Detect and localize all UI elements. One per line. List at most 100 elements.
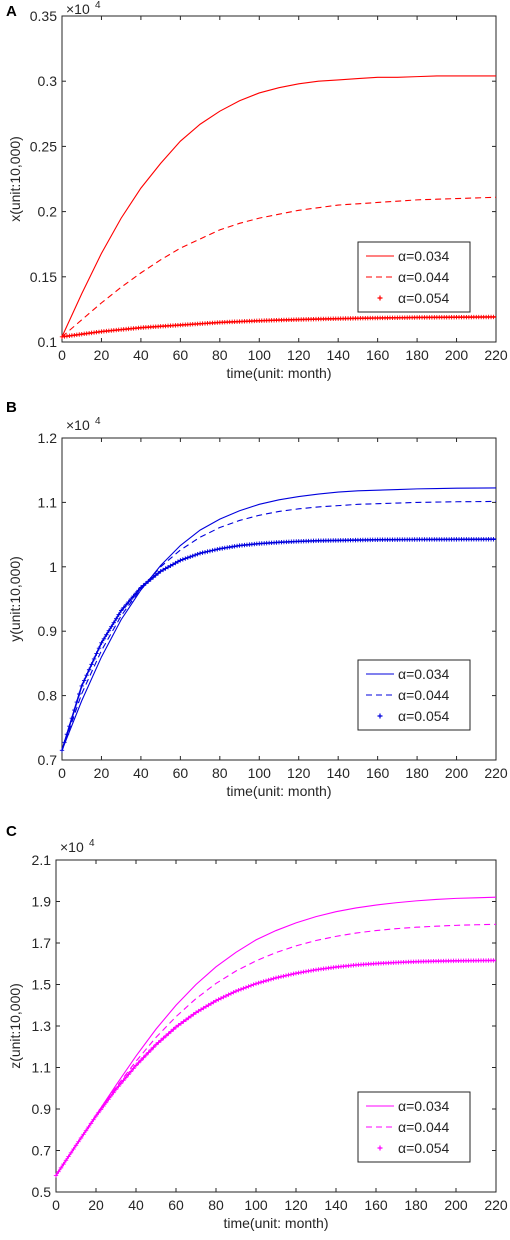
series-marker (181, 1019, 186, 1024)
series-marker (148, 577, 153, 582)
x-tick-label: 180 (405, 347, 429, 363)
series-marker (66, 1154, 71, 1159)
series-marker (93, 1113, 99, 1119)
series-marker (178, 1021, 184, 1026)
series-marker (238, 987, 244, 992)
y-tick-label: 1 (49, 559, 57, 575)
series-marker (273, 975, 279, 981)
series-marker (197, 551, 203, 556)
x-tick-label: 120 (284, 1197, 308, 1213)
y-multiplier: ×10 (66, 1, 90, 17)
series-line (61, 196, 497, 338)
series-marker (491, 537, 496, 542)
series-marker (218, 996, 224, 1001)
series-marker (99, 640, 104, 645)
x-tick-label: 200 (445, 347, 469, 363)
series-marker (226, 992, 231, 997)
series-marker (68, 1150, 74, 1156)
series-marker (126, 599, 131, 605)
series-marker (56, 1169, 61, 1174)
y-tick-label: 1.3 (32, 1018, 52, 1034)
series-marker (168, 1029, 174, 1034)
x-tick-label: 140 (327, 347, 351, 363)
series-marker (288, 972, 294, 977)
series-marker (94, 651, 99, 656)
series-marker (271, 976, 276, 981)
panel-letter: C (6, 823, 17, 840)
series-marker (203, 1004, 209, 1009)
axes-box (61, 15, 497, 343)
series-marker (231, 990, 236, 995)
series-marker (136, 588, 141, 593)
series-marker (114, 616, 119, 621)
series-marker (103, 1100, 109, 1105)
series-marker (261, 979, 266, 984)
series-marker (196, 1008, 201, 1014)
series-marker (118, 1081, 124, 1086)
series-marker (491, 314, 496, 320)
series-marker (146, 1050, 151, 1055)
x-tick-label: 0 (58, 765, 66, 781)
series-line (61, 487, 497, 751)
series-marker (291, 971, 296, 977)
series-marker (215, 547, 220, 552)
series-marker (160, 567, 166, 573)
legend-label: α=0.054 (398, 1140, 450, 1156)
series-marker (58, 1165, 64, 1171)
series-marker (241, 986, 246, 991)
series-marker (86, 667, 92, 672)
x-tick-label: 160 (364, 1197, 388, 1213)
series-marker (283, 973, 289, 978)
y-tick-label: 0.5 (32, 1184, 52, 1200)
series-marker (61, 1161, 66, 1167)
axes-box (61, 437, 497, 761)
x-tick-label: 220 (484, 347, 508, 363)
series-marker (253, 981, 259, 986)
y-tick-label: 1.9 (32, 894, 52, 910)
y-tick-label: 0.2 (38, 204, 58, 220)
series-marker (143, 581, 149, 586)
series-marker (73, 1143, 79, 1148)
y-tick-label: 0.1 (38, 334, 58, 350)
series-marker (233, 988, 239, 994)
series-marker (81, 1132, 86, 1137)
series-marker (173, 560, 178, 566)
y-tick-label: 1.1 (38, 494, 58, 510)
series-marker (188, 554, 193, 560)
series-marker (170, 562, 176, 567)
x-axis-label: time(unit: month) (223, 1215, 328, 1231)
y-multiplier-exponent: 4 (95, 0, 101, 11)
series-marker (79, 683, 84, 689)
legend-label: α=0.034 (398, 666, 450, 682)
x-tick-label: 20 (94, 765, 110, 781)
series-marker (141, 583, 146, 588)
x-tick-label: 20 (94, 347, 110, 363)
series-marker (168, 563, 173, 569)
x-tick-label: 120 (287, 347, 311, 363)
series-marker (123, 1075, 129, 1080)
series-marker (81, 678, 87, 683)
series-marker (236, 988, 241, 993)
series-marker (188, 1013, 194, 1019)
series-marker (158, 569, 163, 574)
y-tick-label: 0.15 (30, 269, 57, 285)
series-marker (171, 1027, 176, 1032)
x-tick-label: 80 (212, 347, 228, 363)
panel-letter: B (6, 399, 17, 416)
series-marker (198, 1007, 204, 1012)
x-tick-label: 0 (52, 1197, 60, 1213)
series-marker (143, 1052, 149, 1058)
series-marker (165, 565, 171, 570)
x-tick-label: 120 (287, 765, 311, 781)
series-marker (98, 1107, 104, 1112)
x-tick-label: 40 (133, 765, 149, 781)
x-axis-label: time(unit: month) (226, 783, 331, 799)
x-tick-label: 100 (248, 347, 272, 363)
series-marker (192, 552, 198, 558)
series-marker (216, 997, 221, 1002)
series-marker (286, 972, 291, 978)
y-tick-label: 0.7 (32, 1143, 52, 1159)
x-tick-label: 80 (208, 1197, 224, 1213)
y-multiplier: ×10 (60, 839, 84, 855)
y-tick-label: 0.35 (30, 8, 57, 24)
